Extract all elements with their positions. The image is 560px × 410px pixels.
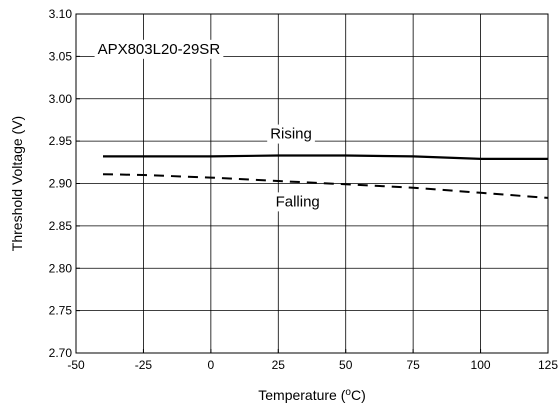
y-tick-label: 2.85 xyxy=(49,219,73,233)
axis-ticks: -50 -25 0 25 50 75 100 125 2.70 2.75 2.80 2.85 2.90 2… xyxy=(49,7,559,372)
annotation-background xyxy=(272,192,323,212)
y-tick-label: 2.95 xyxy=(49,134,73,148)
x-tick-label: -50 xyxy=(67,358,85,372)
x-tick-label: 75 xyxy=(406,358,420,372)
y-tick-label: 2.90 xyxy=(49,177,73,191)
y-tick-label: 2.75 xyxy=(49,304,73,318)
y-tick-label: 3.00 xyxy=(49,92,73,106)
x-tick-label: 50 xyxy=(339,358,353,372)
y-axis-title: Threshold Voltage (V) xyxy=(9,116,25,251)
y-tick-label: 2.70 xyxy=(49,346,73,360)
annotation-label: Rising xyxy=(270,126,312,143)
x-tick-label: -25 xyxy=(135,358,153,372)
annotation-background xyxy=(267,124,315,144)
x-axis-title: Temperature (oC) xyxy=(258,387,366,404)
annotation-label: APX803L20-29SR xyxy=(98,41,221,58)
y-tick-label: 3.10 xyxy=(49,7,73,21)
x-tick-label: 100 xyxy=(471,358,491,372)
series-lines xyxy=(102,154,549,199)
x-tick-label: 125 xyxy=(538,358,558,372)
x-tick-label: 25 xyxy=(272,358,286,372)
annotation-label: Falling xyxy=(276,193,320,210)
series-line-falling xyxy=(102,173,549,199)
series-line-rising xyxy=(103,154,548,160)
annotation-background xyxy=(94,39,224,59)
y-tick-label: 3.05 xyxy=(49,49,73,63)
x-axis-title-superscript: o xyxy=(345,387,351,398)
annotation-backgrounds xyxy=(94,39,323,212)
annotations: APX803L20-29SR Rising Falling xyxy=(98,41,320,211)
x-tick-label: 0 xyxy=(208,358,215,372)
x-axis-title-after: C) xyxy=(351,387,366,403)
y-tick-label: 2.80 xyxy=(49,261,73,275)
grid xyxy=(76,14,548,353)
x-axis-title-before: Temperature ( xyxy=(258,387,345,403)
